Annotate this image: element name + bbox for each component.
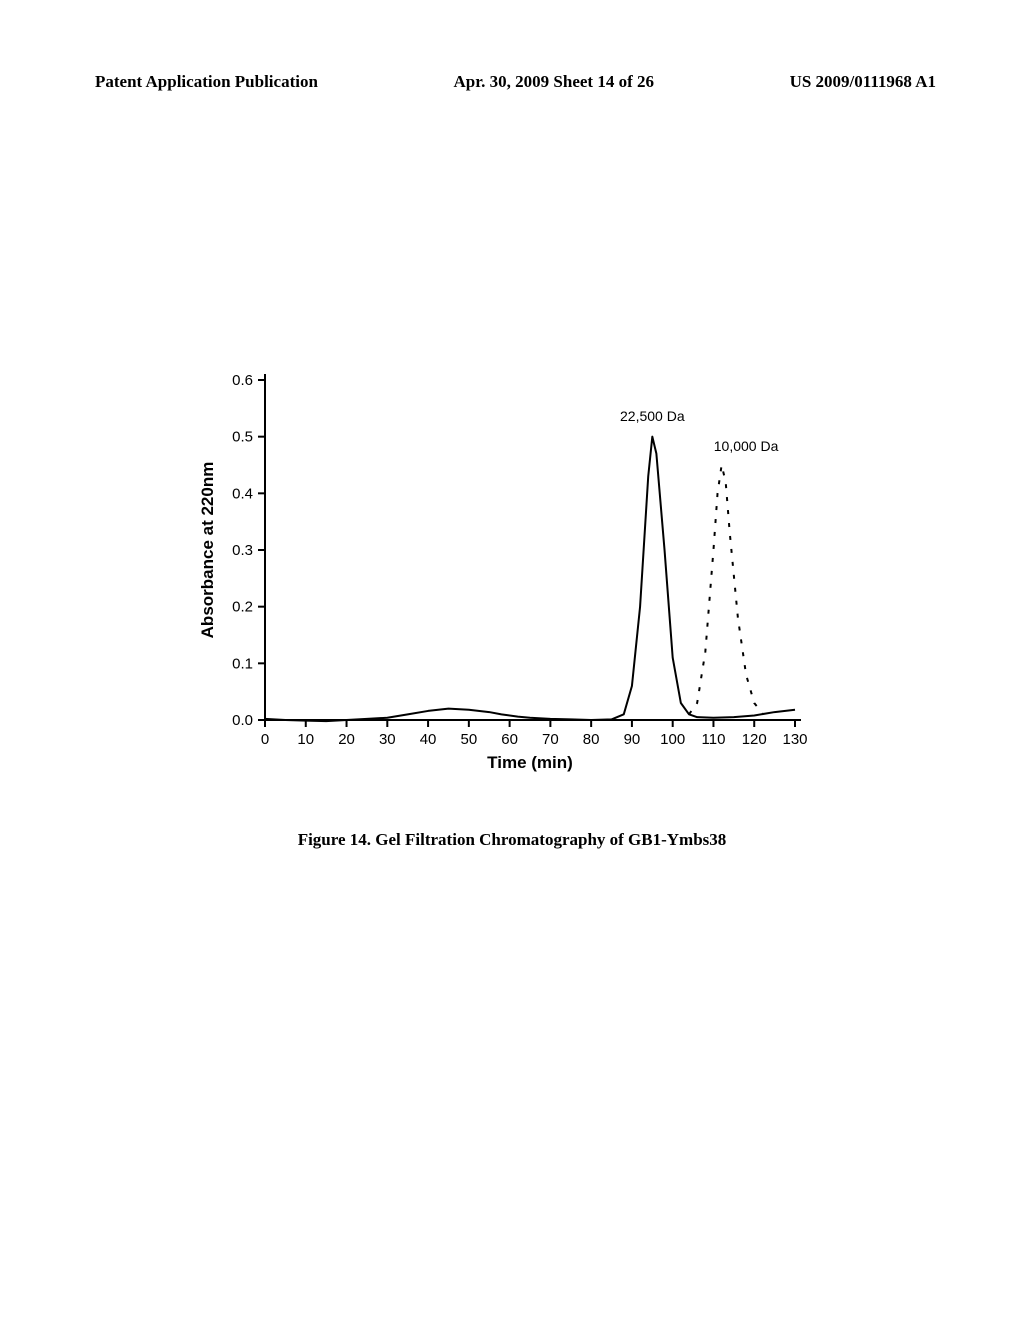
x-tick-label: 20 (338, 731, 355, 748)
peak-annotation: 22,500 Da (620, 408, 685, 424)
y-tick-label: 0.6 (232, 372, 253, 389)
y-axis-label: Absorbance at 220nm (198, 462, 217, 639)
chromatogram-dashed-line (689, 465, 762, 714)
chart-svg: 0 10 20 30 40 50 60 70 80 90 100 110 120 130 0.0 0.1 0.2… (175, 370, 815, 790)
y-tick-label: 0.5 (232, 429, 253, 446)
x-tick-label: 60 (501, 731, 518, 748)
x-tick-label: 120 (742, 731, 767, 748)
chromatography-chart: 0 10 20 30 40 50 60 70 80 90 100 110 120 130 0.0 0.1 0.2… (175, 370, 815, 790)
x-tick-label: 110 (702, 731, 726, 748)
figure-caption: Figure 14. Gel Filtration Chromatography… (0, 830, 1024, 850)
x-tick-label: 30 (379, 731, 396, 748)
x-tick-label: 90 (624, 731, 641, 748)
x-tick-label: 50 (461, 731, 478, 748)
chromatogram-solid-line (265, 437, 795, 721)
y-tick-label: 0.4 (232, 485, 253, 502)
x-axis-label: Time (min) (487, 753, 573, 772)
x-tick-label: 70 (542, 731, 559, 748)
peak-annotation: 10,000 Da (714, 438, 779, 454)
x-tick-label: 100 (660, 731, 685, 748)
x-tick-label: 80 (583, 731, 600, 748)
x-tick-label: 130 (782, 731, 807, 748)
y-tick-label: 0.0 (232, 712, 253, 729)
y-tick-label: 0.3 (232, 542, 253, 559)
x-tick-label: 40 (420, 731, 437, 748)
x-tick-label: 0 (261, 731, 269, 748)
y-tick-label: 0.2 (232, 599, 253, 616)
x-tick-label: 10 (297, 731, 314, 748)
page-header: Patent Application Publication Apr. 30, … (0, 72, 1024, 92)
header-left: Patent Application Publication (95, 72, 318, 92)
y-tick-label: 0.1 (232, 655, 253, 672)
header-right: US 2009/0111968 A1 (790, 72, 936, 92)
header-center: Apr. 30, 2009 Sheet 14 of 26 (453, 72, 654, 92)
